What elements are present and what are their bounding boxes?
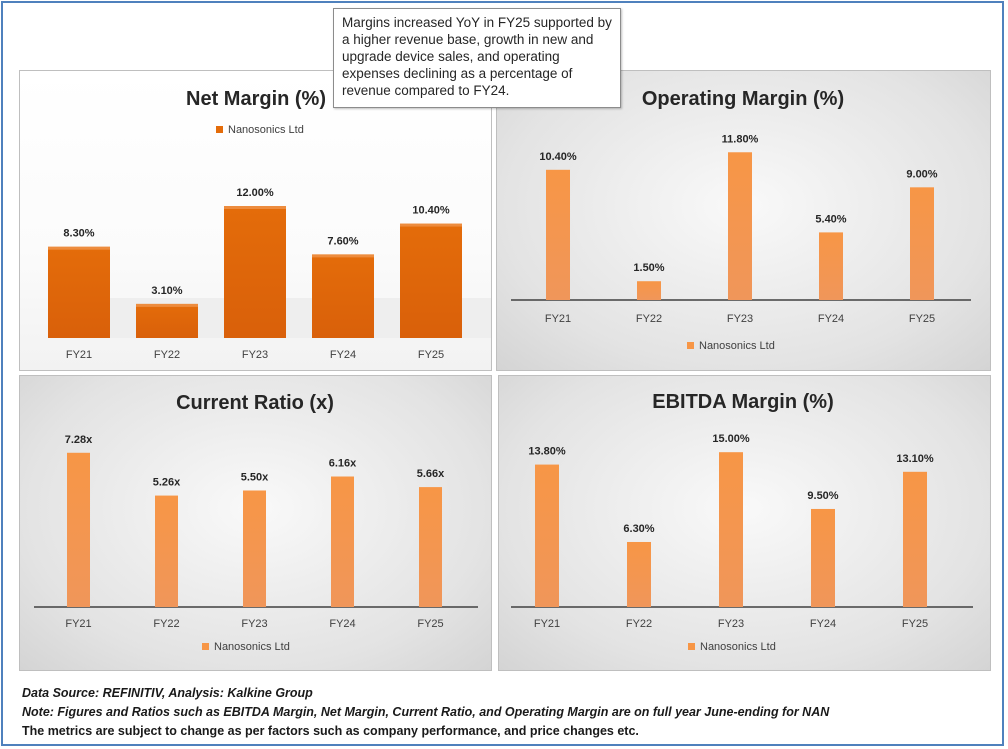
eb-bar-fy21 — [535, 464, 559, 607]
ratio-note: Note: Figures and Ratios such as EBITDA … — [22, 705, 830, 719]
cr-value-label: 5.50x — [241, 471, 269, 483]
ebitda-margin-chart-svg: EBITDA Margin (%) 13.80% FY21 6.30% FY22 15.0… — [511, 391, 973, 653]
op-value-label: 10.40% — [539, 151, 577, 163]
net-value-label: 7.60% — [327, 235, 358, 247]
eb-bar-fy23 — [719, 452, 743, 607]
cr-value-label: 5.26x — [153, 477, 181, 489]
net-bar-fy22 — [136, 303, 198, 338]
op-value-label: 9.00% — [906, 168, 937, 180]
net-value-label: 3.10% — [151, 285, 182, 297]
cr-bar-fy22 — [155, 495, 178, 607]
net-bar-top-fy21 — [48, 246, 110, 250]
net-bar-top-fy23 — [224, 206, 286, 209]
op-category-label: FY23 — [727, 313, 753, 325]
eb-legend-label: Nanosonics Ltd — [700, 641, 776, 653]
eb-value-label: 9.50% — [807, 490, 838, 502]
cr-bar-fy21 — [67, 452, 90, 607]
net-margin-chart: Net Margin (%) 8.30% FY21 3.10% FY22 12.00% FY… — [19, 70, 492, 371]
cr-category-label: FY22 — [153, 618, 179, 630]
eb-value-label: 13.80% — [528, 446, 566, 458]
op-value-label: 1.50% — [633, 262, 664, 274]
cr-bar-fy25 — [419, 487, 442, 607]
op-category-label: FY21 — [545, 313, 571, 325]
eb-category-label: FY21 — [534, 618, 560, 630]
eb-category-label: FY23 — [718, 618, 744, 630]
cr-category-label: FY23 — [241, 618, 267, 630]
op-value-label: 11.80% — [722, 133, 759, 145]
disclaimer-note: The metrics are subject to change as per… — [22, 724, 639, 738]
net-category-label: FY23 — [242, 349, 268, 361]
op-bar-fy24 — [819, 232, 843, 300]
cr-bar-fy23 — [243, 490, 266, 607]
op-category-label: FY22 — [636, 313, 662, 325]
net-category-label: FY22 — [154, 349, 180, 361]
net-legend-swatch — [216, 126, 223, 133]
cr-category-label: FY21 — [65, 618, 91, 630]
data-source-note: Data Source: REFINITIV, Analysis: Kalkin… — [22, 686, 313, 700]
net-bar-top-fy25 — [400, 223, 462, 227]
eb-value-label: 15.00% — [712, 433, 750, 445]
net-value-label: 12.00% — [236, 187, 274, 199]
operating-margin-chart: Operating Margin (%) 10.40% FY21 1.50% FY22 1… — [496, 70, 991, 371]
cr-value-label: 5.66x — [417, 468, 445, 480]
net-legend-label: Nanosonics Ltd — [228, 124, 304, 136]
eb-bar-fy22 — [627, 541, 651, 607]
op-category-label: FY24 — [818, 313, 844, 325]
cr-chart-title: Current Ratio (x) — [176, 392, 334, 414]
eb-category-label: FY25 — [902, 618, 928, 630]
eb-category-label: FY24 — [810, 618, 836, 630]
op-legend-label: Nanosonics Ltd — [699, 340, 775, 352]
operating-margin-chart-svg: Operating Margin (%) 10.40% FY21 1.50% FY22 1… — [511, 88, 971, 352]
net-category-label: FY25 — [418, 349, 444, 361]
cr-value-label: 7.28x — [65, 434, 93, 446]
net-margin-chart-svg: Net Margin (%) 8.30% FY21 3.10% FY22 12.00% FY… — [48, 88, 491, 361]
eb-legend-swatch — [688, 643, 695, 650]
eb-bar-fy24 — [811, 508, 835, 607]
cr-legend-label: Nanosonics Ltd — [214, 641, 290, 653]
net-bar-fy25 — [400, 223, 462, 338]
current-ratio-chart: Current Ratio (x) 7.28x FY21 5.26x FY22 5.50x… — [19, 375, 492, 671]
net-bar-top-fy22 — [136, 303, 198, 307]
cr-category-label: FY25 — [417, 618, 443, 630]
footer-notes: Data Source: REFINITIV, Analysis: Kalkin… — [22, 684, 829, 741]
eb-category-label: FY22 — [626, 618, 652, 630]
current-ratio-chart-svg: Current Ratio (x) 7.28x FY21 5.26x FY22 5.50x… — [34, 392, 478, 653]
op-category-label: FY25 — [909, 313, 935, 325]
op-value-label: 5.40% — [815, 213, 846, 225]
op-bar-fy21 — [546, 169, 570, 300]
cr-value-label: 6.16x — [329, 458, 357, 470]
commentary-callout: Margins increased YoY in FY25 supported … — [333, 8, 621, 108]
ebitda-margin-chart: EBITDA Margin (%) 13.80% FY21 6.30% FY22 15.0… — [498, 375, 991, 671]
net-bar-fy24 — [312, 254, 374, 338]
op-bar-fy22 — [637, 281, 661, 300]
net-value-label: 8.30% — [63, 228, 94, 240]
net-bar-top-fy24 — [312, 254, 374, 258]
eb-value-label: 6.30% — [623, 523, 654, 535]
net-category-label: FY21 — [66, 349, 92, 361]
net-chart-title: Net Margin (%) — [186, 88, 326, 110]
op-bar-fy23 — [728, 152, 752, 300]
cr-category-label: FY24 — [329, 618, 355, 630]
eb-chart-title: EBITDA Margin (%) — [652, 391, 833, 413]
net-bar-fy23 — [224, 206, 286, 338]
op-legend-swatch — [687, 342, 694, 349]
op-bar-fy25 — [910, 187, 934, 300]
net-bar-fy21 — [48, 246, 110, 338]
eb-value-label: 13.10% — [896, 453, 934, 465]
net-category-label: FY24 — [330, 349, 356, 361]
eb-bar-fy25 — [903, 471, 927, 607]
net-value-label: 10.40% — [412, 205, 450, 217]
op-chart-title: Operating Margin (%) — [642, 88, 844, 110]
cr-legend-swatch — [202, 643, 209, 650]
cr-bar-fy24 — [331, 476, 354, 607]
